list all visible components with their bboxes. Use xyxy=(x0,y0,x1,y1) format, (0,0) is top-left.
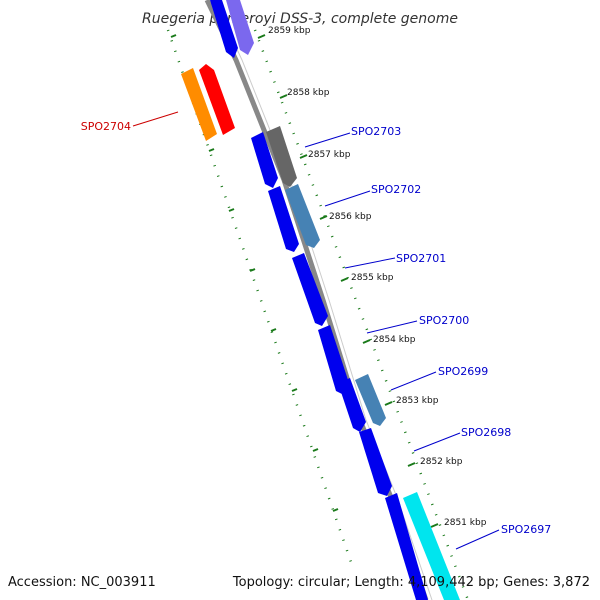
ruler-major-tick xyxy=(228,208,235,212)
accession-text: Accession: NC_003911 xyxy=(8,575,156,590)
gene-feature[interactable] xyxy=(210,0,238,58)
gene-SPO2699[interactable]: SPO2699 xyxy=(355,365,488,426)
gene-SPO2704[interactable]: SPO2704 xyxy=(81,64,235,141)
gene-label[interactable]: SPO2701 xyxy=(396,252,446,265)
ruler-major-tick xyxy=(332,508,339,512)
ruler-major-tick xyxy=(249,268,256,272)
gene-SPO2700[interactable]: SPO2700 xyxy=(366,314,469,334)
ruler-major-tick xyxy=(384,401,393,406)
ruler-major-tick xyxy=(430,523,439,528)
gene-label-leader xyxy=(132,111,179,127)
kbp-label: 2852 kbp xyxy=(420,457,463,467)
gene-SPO2698[interactable]: SPO2698 xyxy=(413,426,511,452)
kbp-label: 2858 kbp xyxy=(287,88,330,98)
gene-arrow[interactable] xyxy=(266,126,297,187)
ruler-major-tick xyxy=(257,34,266,39)
gene-SPO2701[interactable]: SPO2701 xyxy=(344,252,446,269)
gene-arrow[interactable] xyxy=(403,492,460,600)
ruler-major-tick xyxy=(170,34,177,38)
gene-label[interactable]: SPO2697 xyxy=(501,523,551,536)
gene-SPO2697[interactable]: SPO2697 xyxy=(403,492,551,600)
ruler-major-tick xyxy=(279,94,288,99)
gene-arrow[interactable] xyxy=(355,374,386,426)
kbp-label: 2853 kbp xyxy=(396,396,439,406)
gene-arrow[interactable] xyxy=(199,64,235,135)
gene-label-leader xyxy=(390,371,437,391)
ruler-major-tick xyxy=(362,339,371,344)
gene-label-leader xyxy=(413,432,461,452)
gene-label[interactable]: SPO2703 xyxy=(351,125,401,138)
gene-label-leader xyxy=(324,190,371,207)
ruler-major-tick xyxy=(340,277,349,282)
gene-feature[interactable] xyxy=(318,325,349,395)
gene-label[interactable]: SPO2704 xyxy=(81,120,131,133)
gene-label-leader xyxy=(344,257,396,269)
kbp-labels: 2859 kbp 2858 kbp 2857 kbp 2856 kbp 2855… xyxy=(268,26,487,528)
forward-tick-ruler xyxy=(253,29,470,600)
ruler-major-tick xyxy=(319,215,328,220)
gene-label-leader xyxy=(366,320,418,334)
gene-label[interactable]: SPO2700 xyxy=(419,314,469,327)
kbp-label: 2855 kbp xyxy=(351,273,394,283)
map-title: Ruegeria pomeroyi DSS-3, complete genome xyxy=(142,11,458,27)
ruler-major-tick xyxy=(299,154,308,159)
gene-arrow[interactable] xyxy=(181,68,217,141)
gene-feature[interactable] xyxy=(292,253,328,326)
ruler-major-tick xyxy=(291,388,298,392)
gene-label[interactable]: SPO2699 xyxy=(438,365,488,378)
gene-feature[interactable] xyxy=(385,493,428,600)
kbp-label: 2857 kbp xyxy=(308,150,351,160)
ruler-major-tick xyxy=(208,148,215,152)
gene-feature[interactable] xyxy=(268,186,299,252)
gene-feature[interactable] xyxy=(359,428,392,496)
summary-text: Topology: circular; Length: 4,109,442 bp… xyxy=(232,575,590,590)
gene-feature[interactable] xyxy=(226,0,254,55)
gene-label[interactable]: SPO2702 xyxy=(371,183,421,196)
forward-features-unlabeled xyxy=(210,0,428,600)
gene-label[interactable]: SPO2698 xyxy=(461,426,511,439)
gene-SPO2702[interactable]: SPO2702 xyxy=(285,183,421,248)
ruler-major-tick xyxy=(312,448,319,452)
ruler-major-tick xyxy=(407,462,416,467)
kbp-label: 2854 kbp xyxy=(373,335,416,345)
gene-label-leader xyxy=(304,132,351,148)
gene-feature[interactable] xyxy=(338,378,366,432)
gene-feature[interactable] xyxy=(251,132,278,188)
kbp-label: 2856 kbp xyxy=(329,212,372,222)
ruler-major-tick xyxy=(270,328,277,332)
kbp-label: 2859 kbp xyxy=(268,26,311,36)
kbp-label: 2851 kbp xyxy=(444,518,487,528)
gene-arrow[interactable] xyxy=(285,184,320,248)
gene-SPO2703[interactable]: SPO2703 xyxy=(266,125,401,187)
gene-label-leader xyxy=(455,529,500,550)
